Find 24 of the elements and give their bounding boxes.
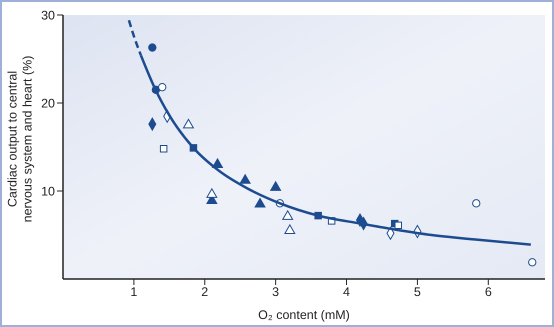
x-tick-label: 1 [130, 284, 138, 299]
point [240, 174, 251, 184]
x-axis-title: O₂ content (mM) [258, 308, 350, 322]
point [158, 83, 166, 92]
y-axis-title: Cardiac output to central nervous system and heart (%) [6, 56, 34, 222]
y-tick-label: 10 [41, 184, 56, 198]
point [270, 181, 282, 191]
point [148, 43, 156, 52]
point [160, 145, 168, 152]
point [394, 222, 402, 230]
x-tick-label: 5 [414, 284, 421, 299]
point [254, 198, 266, 208]
x-tick-label: 2 [201, 284, 208, 299]
x-tick-label: 3 [272, 284, 280, 299]
point [472, 199, 480, 208]
point [284, 224, 296, 234]
x-tick-label: 4 [343, 284, 350, 299]
y-tick-label: 20 [41, 96, 56, 110]
y-tick-label: 30 [41, 8, 56, 22]
point [183, 118, 194, 128]
x-tick-label: 6 [484, 284, 492, 299]
point [282, 210, 294, 220]
point [528, 258, 536, 266]
point [206, 188, 218, 198]
